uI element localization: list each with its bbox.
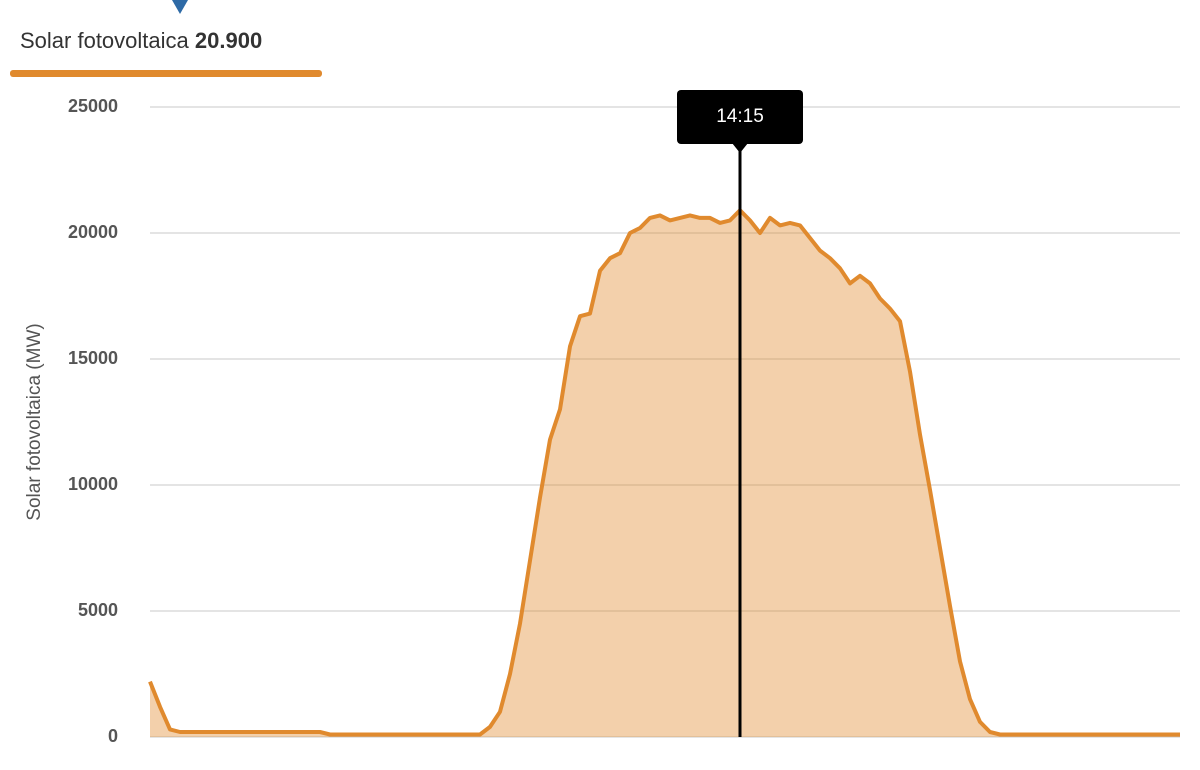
indicator-arrow	[172, 0, 188, 14]
y-tick-label: 0	[108, 726, 118, 746]
y-axis-label: Solar fotovoltaica (MW)	[24, 323, 45, 520]
area-fill	[150, 210, 1180, 738]
y-tick-label: 25000	[68, 96, 118, 116]
legend-underline	[10, 70, 322, 77]
tooltip-pointer	[732, 143, 748, 153]
tooltip-label: 14:15	[716, 106, 764, 127]
legend-value: 20.900	[195, 28, 262, 53]
legend-name: Solar fotovoltaica	[20, 28, 190, 53]
y-tick-label: 20000	[68, 222, 118, 242]
legend-entry: Solar fotovoltaica 20.900	[20, 28, 262, 53]
y-tick-label: 15000	[68, 348, 118, 368]
tooltip-box	[677, 90, 803, 144]
area-line	[148, 208, 1180, 737]
y-tick-label: 10000	[68, 474, 118, 494]
y-tick-label: 5000	[78, 600, 118, 620]
